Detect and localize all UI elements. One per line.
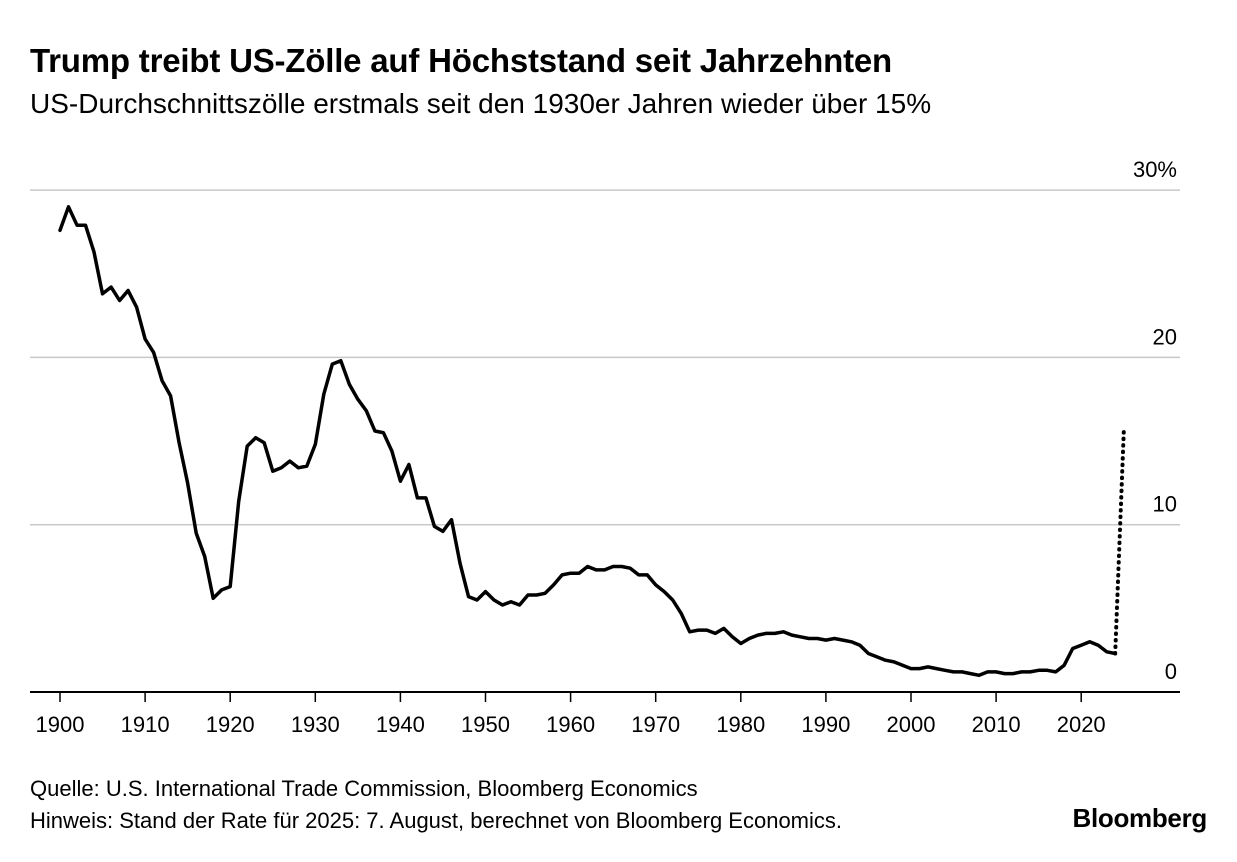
series-line-2025-estimate: [1113, 429, 1126, 656]
bloomberg-logo: Bloomberg: [1072, 803, 1207, 833]
x-tick-label-1940: 1940: [376, 712, 425, 737]
x-axis-ticks: 1900 1910 1920 1930 1940 1950 1960 1970 1980 1990…: [36, 692, 1106, 737]
y-axis-ticks: 0 10 20 30%: [1133, 157, 1177, 684]
grid-lines: [30, 189, 1180, 693]
x-tick-label-1990: 1990: [801, 712, 850, 737]
chart-title: Trump treibt US-Zölle auf Höchststand se…: [30, 42, 892, 79]
x-tick-label-1960: 1960: [546, 712, 595, 737]
x-tick-label-1910: 1910: [121, 712, 170, 737]
series-line-tariff-rate: [58, 205, 1117, 678]
x-tick-label-1930: 1930: [291, 712, 340, 737]
x-tick-label-2020: 2020: [1057, 712, 1106, 737]
y-tick-label-30: 30%: [1133, 157, 1177, 182]
y-tick-label-10: 10: [1153, 492, 1177, 517]
x-tick-label-1920: 1920: [206, 712, 255, 737]
x-tick-label-1900: 1900: [36, 712, 85, 737]
x-tick-label-2000: 2000: [887, 712, 936, 737]
x-tick-label-1970: 1970: [631, 712, 680, 737]
series-lines: [58, 205, 1126, 678]
y-tick-label-20: 20: [1153, 324, 1177, 349]
chart-subtitle: US-Durchschnittszölle erstmals seit den …: [30, 88, 932, 119]
y-tick-label-0: 0: [1165, 659, 1177, 684]
x-tick-label-1980: 1980: [716, 712, 765, 737]
source-note: Quelle: U.S. International Trade Commiss…: [30, 776, 698, 801]
x-tick-label-2010: 2010: [972, 712, 1021, 737]
x-tick-label-1950: 1950: [461, 712, 510, 737]
footnote: Hinweis: Stand der Rate für 2025: 7. Aug…: [30, 808, 843, 833]
